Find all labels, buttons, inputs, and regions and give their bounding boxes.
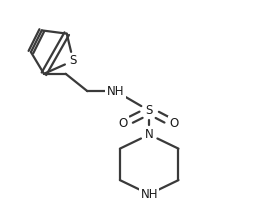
Text: N: N [145, 128, 154, 141]
Text: O: O [118, 117, 128, 130]
Text: O: O [170, 117, 179, 130]
Text: NH: NH [140, 188, 158, 201]
Text: NH: NH [107, 85, 124, 98]
Text: S: S [70, 54, 77, 67]
Text: S: S [146, 104, 153, 117]
